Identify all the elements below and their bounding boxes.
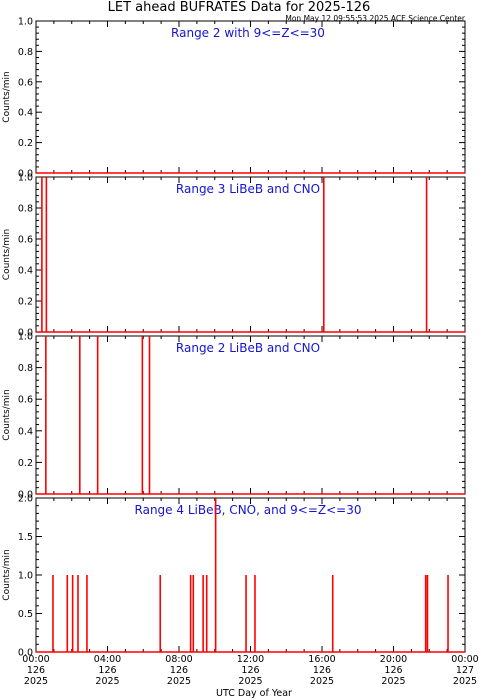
chart-title: LET ahead BUFRATES Data for 2025-126: [108, 0, 371, 15]
x-tick-doy: 126: [384, 665, 402, 676]
panel-2: 0.0 0.2 0.4 0.6 0.8 1.0 Counts/min Range 3 LiBe…: [2, 173, 466, 339]
y-tick-label: 0.2: [18, 138, 33, 149]
y-tick-label: 0.0: [18, 490, 33, 501]
x-axis: 00:00126202504:00126202508:00126202512:0…: [22, 654, 478, 687]
y-tick-label: 2.0: [18, 494, 33, 505]
y-tick-label: 1.0: [18, 332, 33, 343]
y-tick-label: 1.5: [18, 532, 33, 543]
x-axis-label: UTC Day of Year: [216, 688, 292, 699]
generation-timestamp: Mon May 12 09:55:53 2025 ACE Science Cen…: [285, 14, 466, 23]
x-tick-time: 16:00: [308, 654, 335, 665]
x-tick-doy: 126: [170, 665, 188, 676]
y-tick-label: 0.2: [18, 297, 33, 308]
y-tick-label: 0.6: [18, 77, 33, 88]
x-tick-time: 12:00: [237, 654, 264, 665]
panel-title: Range 2 LiBeB and CNO: [176, 341, 320, 355]
y-axis-label: Counts/min: [2, 389, 12, 440]
y-tick-label: 0.6: [18, 395, 33, 406]
panel-title: Range 2 with 9<=Z<=30: [171, 26, 325, 40]
x-tick-year: 2025: [381, 676, 405, 687]
x-tick-year: 2025: [95, 676, 119, 687]
y-tick-label: 0.8: [18, 363, 33, 374]
y-tick-label: 0.6: [18, 235, 33, 246]
x-tick-year: 2025: [310, 676, 334, 687]
y-tick-label: 0.5: [18, 609, 33, 620]
panel-title: Range 4 LiBeB, CNO, and 9<=Z<=30: [135, 503, 362, 517]
y-axis-label: Counts/min: [2, 229, 12, 280]
y-axis-label: Counts/min: [2, 549, 12, 600]
y-tick-label: 0.4: [18, 266, 33, 277]
panel-title: Range 3 LiBeB and CNO: [176, 182, 320, 196]
x-tick-doy: 126: [241, 665, 259, 676]
x-tick-time: 00:00: [22, 654, 49, 665]
x-tick-time: 08:00: [165, 654, 192, 665]
x-tick-year: 2025: [238, 676, 262, 687]
x-tick-time: 00:00: [451, 654, 478, 665]
y-tick-label: 0.8: [18, 47, 33, 58]
x-tick-year: 2025: [167, 676, 191, 687]
x-tick-doy: 126: [313, 665, 331, 676]
x-tick-doy: 126: [98, 665, 116, 676]
y-tick-label: 0.4: [18, 426, 33, 437]
panel-4: 0.0 0.5 1.0 1.5 2.0 Counts/min Range 4 LiBeB, …: [2, 494, 466, 659]
x-tick-year: 2025: [24, 676, 48, 687]
x-tick-time: 04:00: [94, 654, 121, 665]
panels-group: 0.0 0.2 0.4 0.6 0.8 1.0 Counts/min Range 2 with…: [2, 17, 466, 659]
x-tick-time: 20:00: [380, 654, 407, 665]
y-tick-label: 0.8: [18, 204, 33, 215]
y-tick-label: 0.0: [18, 648, 33, 659]
y-tick-label: 0.4: [18, 108, 33, 119]
y-tick-label: 1.0: [18, 17, 33, 28]
panel-3: 0.0 0.2 0.4 0.6 0.8 1.0 Counts/min Range 2 LiBe…: [2, 332, 466, 501]
y-tick-label: 0.2: [18, 458, 33, 469]
y-tick-label: 1.0: [18, 571, 33, 582]
x-tick-doy: 127: [456, 665, 474, 676]
x-tick-year: 2025: [453, 676, 477, 687]
y-tick-label: 0.0: [18, 169, 33, 180]
y-axis-label: Counts/min: [2, 71, 12, 122]
panel-1: 0.0 0.2 0.4 0.6 0.8 1.0 Counts/min Range 2 with…: [2, 17, 466, 180]
y-tick-label: 1.0: [18, 173, 33, 184]
x-tick-doy: 126: [27, 665, 45, 676]
y-tick-label: 0.0: [18, 328, 33, 339]
